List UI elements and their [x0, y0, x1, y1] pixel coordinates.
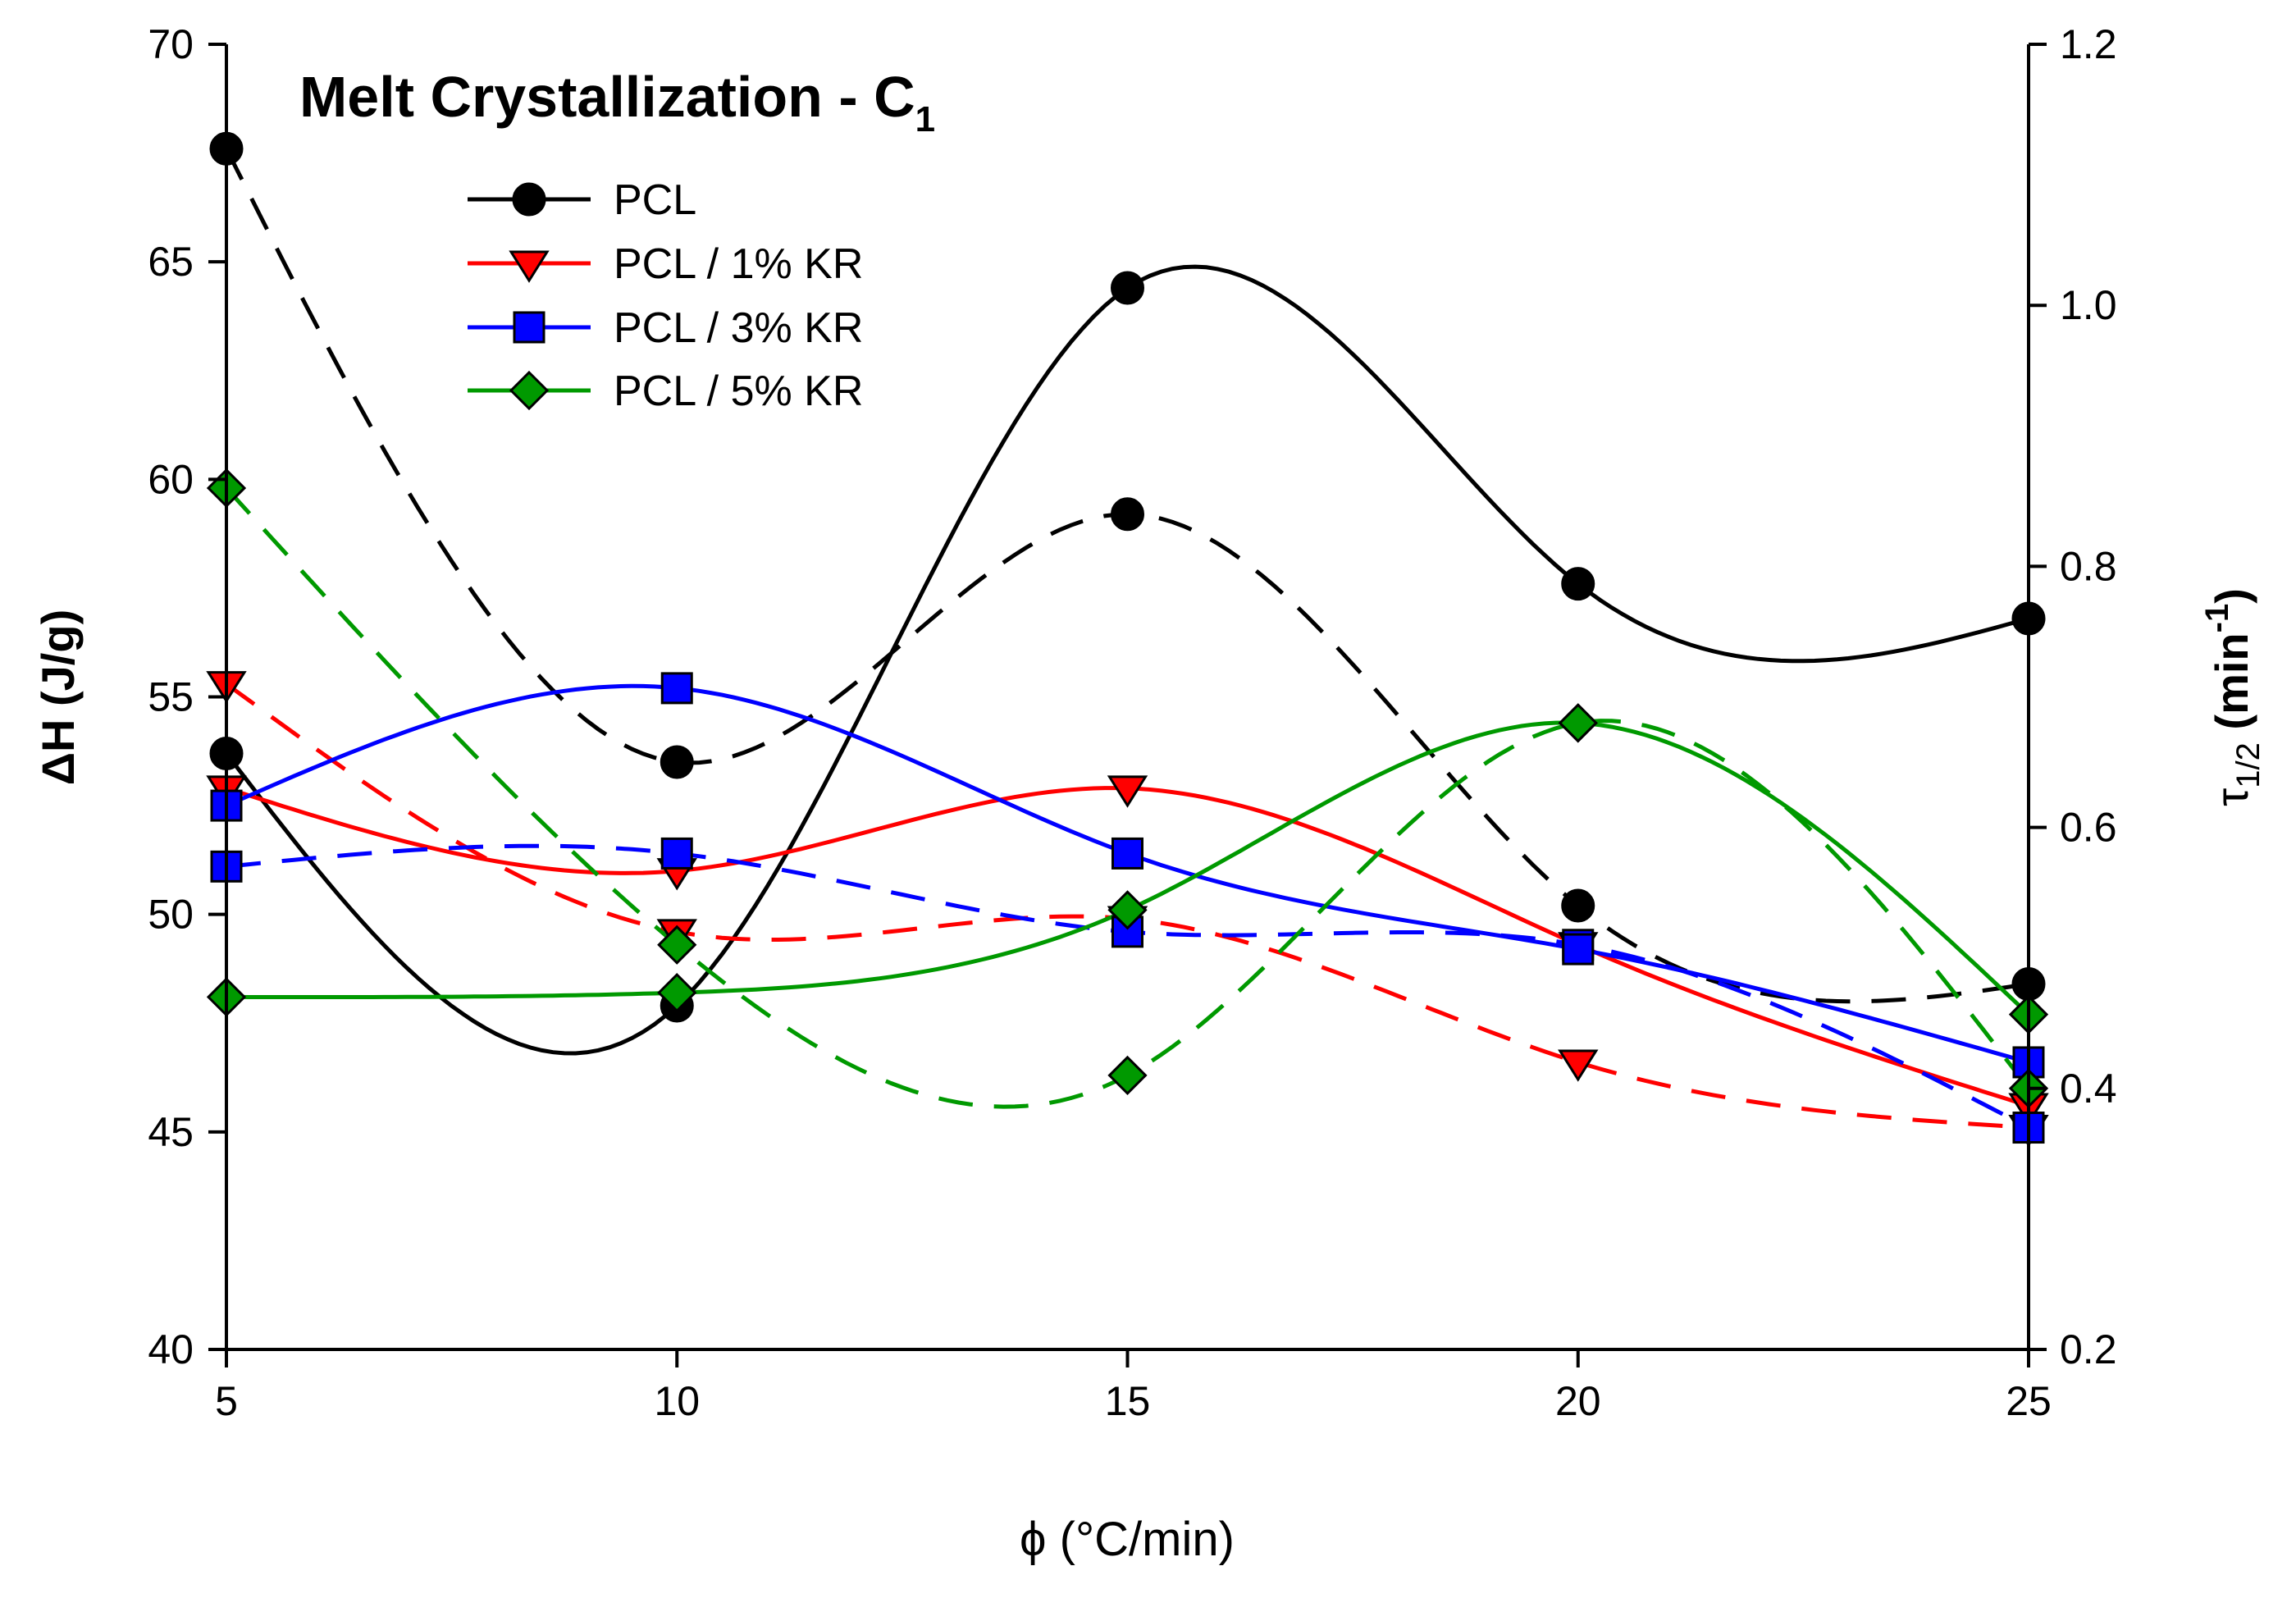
series-3-dh-point — [1558, 703, 1598, 743]
legend-label: PCL / 3% KR — [614, 304, 863, 352]
series-1-t-half-point — [1558, 1049, 1599, 1082]
series-3-t-half-point — [657, 925, 697, 965]
x-axis-title: ϕ (°C/min) — [1020, 1513, 1235, 1566]
right-tick-label: 1.2 — [2060, 21, 2117, 67]
left-tick-label: 55 — [148, 674, 194, 720]
right-tick-label: 0.4 — [2060, 1066, 2117, 1112]
legend-item-pcl: PCL — [468, 176, 696, 224]
legend-label: PCL — [614, 176, 696, 224]
x-tick-label: 5 — [215, 1378, 238, 1424]
series-2-dh-point — [1562, 933, 1595, 966]
right-y-ticks: 0.2 0.4 0.6 0.8 1.0 1.2 — [2029, 21, 2117, 1372]
right-tick-label: 0.6 — [2060, 805, 2117, 851]
series-3-dh-point — [657, 973, 697, 1013]
legend-marker-circle — [512, 182, 546, 217]
x-tick-label: 10 — [654, 1378, 700, 1424]
y2-title-tau: τ — [2206, 788, 2257, 806]
left-tick-label: 45 — [148, 1109, 194, 1155]
series-2-dh-point — [660, 672, 693, 705]
series-1-dh-point — [1107, 775, 1148, 808]
legend-marker-diamond — [509, 370, 550, 411]
chart-title-main: Melt Crystallization - C — [299, 65, 915, 129]
right-tick-label: 0.2 — [2060, 1326, 2117, 1372]
y2-title-sub: 1/2 — [2230, 742, 2266, 788]
x-tick-label: 20 — [1555, 1378, 1601, 1424]
x-ticks: 5 10 15 20 25 — [215, 1349, 2052, 1424]
series-0-t-half-point — [1561, 888, 1595, 923]
y2-title-unit: (min — [2206, 632, 2257, 742]
legend-item-pcl-3kr: PCL / 3% KR — [468, 304, 863, 352]
left-tick-label: 60 — [148, 456, 194, 502]
chart-title: Melt Crystallization - C1 — [299, 65, 935, 139]
y2-title-close: ) — [2206, 588, 2257, 604]
series-0-t-half-point — [1111, 497, 1144, 532]
series-0-t-half-point — [660, 745, 694, 779]
y2-axis-title: τ1/2 (min-1) — [2199, 588, 2266, 806]
legend-label: PCL / 1% KR — [614, 240, 863, 288]
x-tick-label: 15 — [1105, 1378, 1151, 1424]
left-tick-label: 40 — [148, 1326, 194, 1372]
x-tick-label: 25 — [2006, 1378, 2052, 1424]
series-2-t-half-point — [660, 837, 693, 870]
legend-item-pcl-1kr: PCL / 1% KR — [468, 240, 863, 288]
left-tick-label: 70 — [148, 21, 194, 67]
y-axis-title: ΔH (J/g) — [32, 610, 84, 785]
right-tick-label: 1.0 — [2060, 282, 2117, 328]
left-y-ticks: 40 45 50 55 60 65 70 — [148, 21, 226, 1372]
series-0-dh-point — [1561, 567, 1595, 601]
series-2-dh-line — [225, 683, 2029, 1065]
left-tick-label: 65 — [148, 239, 194, 285]
right-tick-label: 0.8 — [2060, 543, 2117, 589]
plot-frame — [225, 44, 2030, 1351]
chart-title-subscript: 1 — [915, 99, 935, 139]
series-2-dh-point — [1111, 837, 1143, 870]
left-tick-label: 50 — [148, 892, 194, 938]
legend-label: PCL / 5% KR — [614, 368, 863, 415]
series-markers — [206, 131, 2049, 1148]
legend-item-pcl-5kr: PCL / 5% KR — [468, 368, 863, 415]
series-0-dh-point — [1111, 271, 1144, 305]
legend: PCL PCL / 1% KR PCL / 3% KR PCL / 5% KR — [468, 176, 863, 415]
series-3-t-half-point — [1107, 1055, 1148, 1096]
series-3-dh-point — [1107, 890, 1148, 930]
legend-marker-square — [513, 311, 545, 344]
y2-title-exp: -1 — [2199, 604, 2235, 633]
legend-marker-triangle — [509, 250, 550, 283]
